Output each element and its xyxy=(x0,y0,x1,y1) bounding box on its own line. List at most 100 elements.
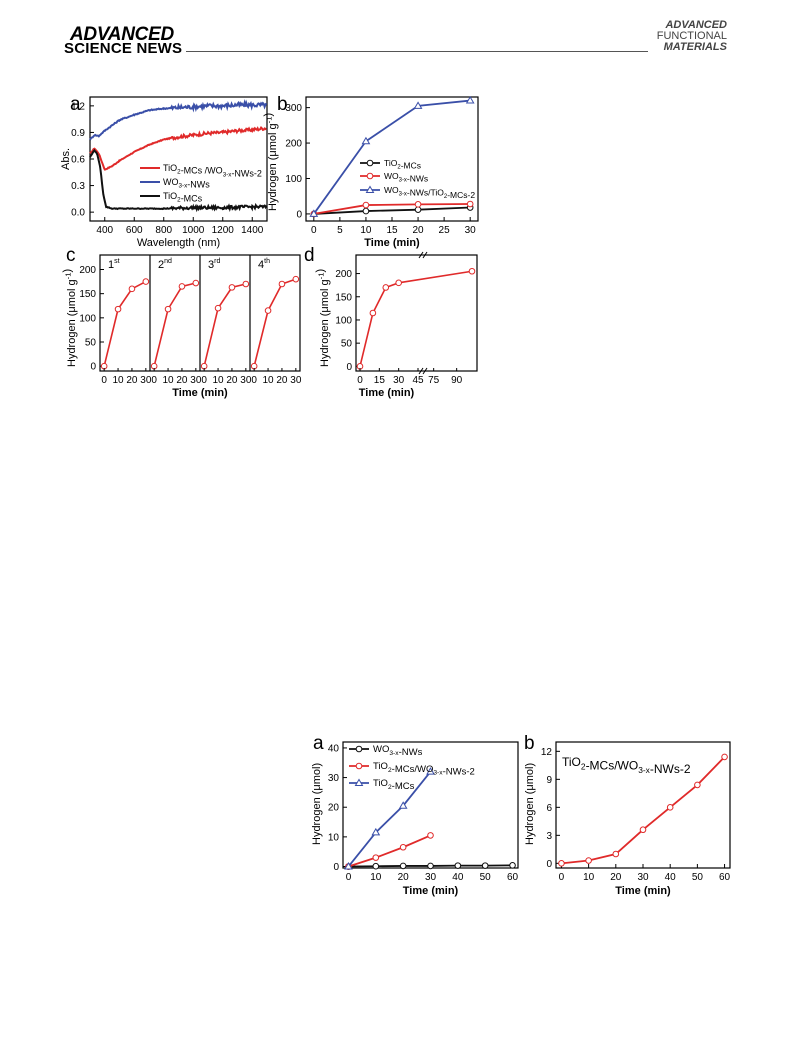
data-point xyxy=(466,200,474,208)
legend-entry: TiO2-MCs/WO3-x-NWs-2 xyxy=(373,761,475,778)
x-tick-label: 25 xyxy=(439,225,451,236)
data-point xyxy=(612,850,620,858)
y-tick-label: 100 xyxy=(285,174,302,185)
x-tick-label: 0 xyxy=(346,872,352,883)
y-tick-label: 9 xyxy=(546,775,552,786)
x-tick-label: 800 xyxy=(155,225,172,236)
y-tick-label: 200 xyxy=(285,139,302,150)
x-tick-label: 10 xyxy=(212,375,224,386)
panel-label-d: d xyxy=(304,245,315,266)
data-point xyxy=(426,767,435,775)
series-line-blue xyxy=(313,99,471,215)
legend-entry: WO3-x-NWs xyxy=(163,177,210,190)
data-point xyxy=(414,201,422,208)
y-tick-label: 300 xyxy=(285,103,302,114)
data-point xyxy=(366,159,374,167)
y-axis-label: Hydrogen (μmol) xyxy=(311,763,323,845)
axis-break xyxy=(422,367,428,375)
data-point xyxy=(164,305,172,313)
x-tick-label: 90 xyxy=(451,375,463,386)
data-point xyxy=(366,172,374,180)
x-tick-label: 50 xyxy=(480,872,492,883)
data-point xyxy=(721,753,728,761)
y-tick-label: 10 xyxy=(328,832,340,843)
series-line-black xyxy=(89,148,268,213)
data-point xyxy=(414,206,422,213)
y-tick-label: 20 xyxy=(328,803,340,814)
data-point xyxy=(694,781,701,789)
x-tick-label: 1400 xyxy=(241,225,264,236)
x-tick-label: 75 xyxy=(428,375,440,386)
x-axis-label: Wavelength (nm) xyxy=(137,237,220,249)
x-tick-label: 50 xyxy=(692,872,704,883)
journal-logo-science-news: SCIENCE NEWS xyxy=(64,40,183,57)
data-point xyxy=(666,804,674,811)
data-point xyxy=(142,278,150,285)
panel-label-c: c xyxy=(66,245,76,266)
x-tick-label: 600 xyxy=(126,225,143,236)
panel-label-b: b xyxy=(277,94,288,115)
data-point xyxy=(413,101,423,109)
y-tick-label: 100 xyxy=(335,315,352,326)
x-tick-label: 20 xyxy=(412,225,424,236)
x-axis-label: Time (min) xyxy=(364,237,420,249)
axis-break xyxy=(422,251,428,259)
x-tick-label: 60 xyxy=(719,872,731,883)
y-tick-label: 0 xyxy=(546,859,552,870)
data-point xyxy=(361,136,371,145)
x-tick-label: 10 xyxy=(162,375,174,386)
legend-entry: WO3-x-NWs xyxy=(384,171,428,184)
data-point xyxy=(399,843,407,851)
x-tick-label: 1200 xyxy=(212,225,235,236)
y-tick-label: 50 xyxy=(341,339,353,350)
data-point xyxy=(309,209,319,217)
data-point xyxy=(382,284,390,291)
y-tick-label: 0 xyxy=(90,362,96,373)
series-line-red xyxy=(313,203,471,215)
journal-logo-right-advanced: ADVANCED xyxy=(665,19,727,31)
series-line-red xyxy=(89,125,267,171)
data-point xyxy=(128,285,136,293)
data-point xyxy=(369,309,377,317)
y-axis-label: Hydrogen (μmol g-1) xyxy=(62,269,78,367)
x-tick-label: 1000 xyxy=(182,225,205,236)
journal-logo-right-materials: MATERIALS xyxy=(663,41,727,53)
data-point xyxy=(454,862,462,869)
x-tick-label: 400 xyxy=(96,225,113,236)
data-point xyxy=(365,185,375,193)
x-tick-label: 40 xyxy=(665,872,677,883)
x-tick-label: 20 xyxy=(276,375,288,386)
y-tick-label: 3 xyxy=(546,831,552,842)
data-point xyxy=(371,827,381,836)
y-tick-label: 6 xyxy=(546,803,552,814)
cycle-line xyxy=(253,278,297,367)
lower-panel-label-a: a xyxy=(313,733,324,754)
data-point xyxy=(192,279,200,287)
y-tick-label: 1.2 xyxy=(71,101,85,112)
x-axis-label: Time (min) xyxy=(615,885,671,897)
data-point xyxy=(362,201,370,209)
panel-d-frame xyxy=(355,254,478,372)
data-point xyxy=(344,862,353,870)
y-tick-label: 0 xyxy=(296,209,302,220)
y-tick-label: 0.6 xyxy=(71,155,85,166)
data-point xyxy=(355,762,363,770)
data-point xyxy=(509,862,516,869)
data-point xyxy=(354,778,364,786)
cycle-line xyxy=(203,283,247,367)
cycle-label: 1st xyxy=(108,258,120,271)
data-point xyxy=(395,279,402,287)
cycle-line xyxy=(153,282,197,367)
x-tick-label: 5 xyxy=(337,225,343,236)
journal-logo-advanced: ADVANCED xyxy=(70,24,174,45)
panel-label-a: a xyxy=(70,94,81,115)
y-axis-label: Abs. xyxy=(60,148,72,170)
y-tick-label: 200 xyxy=(335,269,352,280)
y-tick-label: 30 xyxy=(328,773,340,784)
x-tick-label: 0 xyxy=(251,375,257,386)
y-tick-label: 150 xyxy=(79,289,96,300)
data-point xyxy=(585,857,592,864)
legend-entry: TiO2-MCs /WO3-x-NWs-2 xyxy=(163,163,262,178)
data-point xyxy=(278,280,286,288)
